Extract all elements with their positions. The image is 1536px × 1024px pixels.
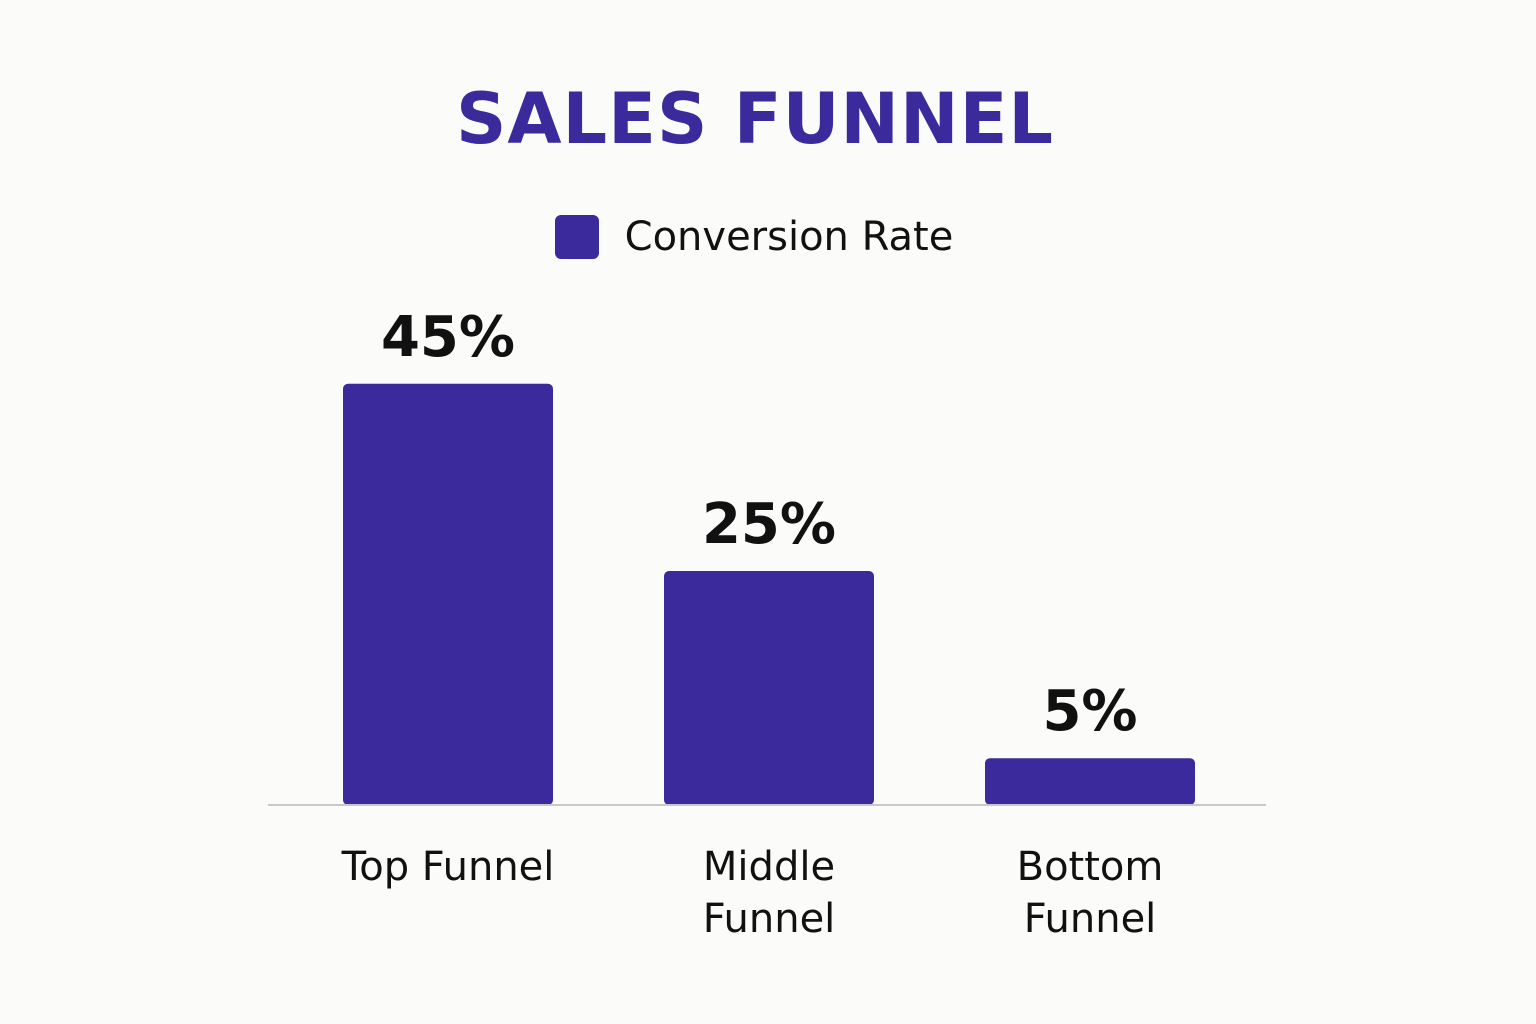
bar-3 bbox=[985, 758, 1195, 805]
bars-layer bbox=[343, 383, 1195, 805]
legend: Conversion Rate bbox=[0, 214, 1508, 260]
legend-swatch bbox=[554, 215, 599, 259]
chart-title: SALES FUNNEL bbox=[455, 78, 1055, 160]
category-label-1: Top Funnel bbox=[341, 844, 555, 890]
legend-label: Conversion Rate bbox=[624, 214, 954, 260]
category-label-3: Bottom Funnel bbox=[1017, 844, 1164, 942]
bar-1 bbox=[343, 383, 553, 805]
value-label-1: 45% bbox=[381, 305, 515, 370]
category-label-2: Middle Funnel bbox=[703, 844, 836, 942]
bar-2 bbox=[664, 571, 874, 805]
value-label-2: 25% bbox=[702, 492, 836, 557]
labels-layer: 45% Top Funnel 25% Middle Funnel 5% Bottom Funn… bbox=[341, 305, 1164, 942]
value-label-3: 5% bbox=[1042, 679, 1137, 744]
